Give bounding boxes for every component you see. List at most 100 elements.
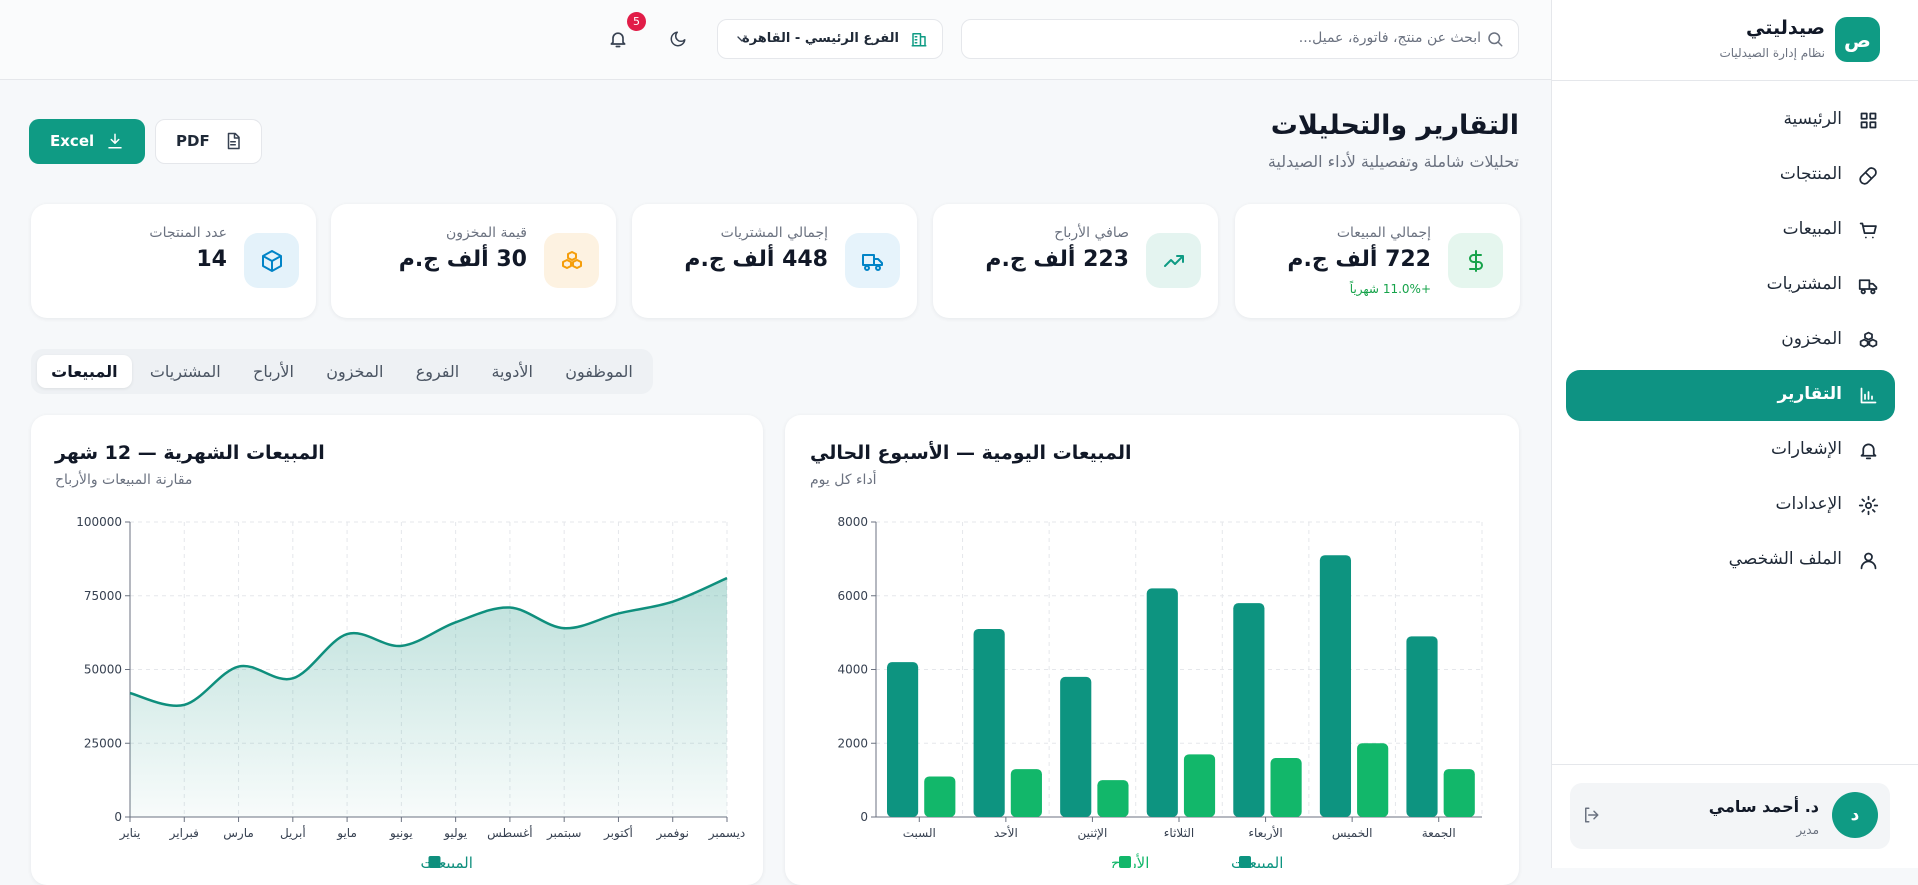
tab[interactable]: المبيعات (37, 355, 132, 388)
kpi-value: 30 ألف ج.م (398, 247, 527, 272)
icon-shape (861, 253, 883, 271)
nav-item[interactable]: الملف الشخصي (1728, 549, 1842, 569)
logout-button[interactable] (1582, 806, 1600, 824)
nav-icon (1860, 443, 1876, 459)
branch-select[interactable] (717, 19, 943, 59)
logo[interactable]: ص (1835, 17, 1880, 62)
nav-item[interactable]: المشتريات (1766, 274, 1842, 294)
nav-icon (1860, 387, 1876, 403)
nav-icon (1859, 331, 1877, 347)
kpi-label: إجمالي المبيعات (1336, 225, 1431, 241)
notification-badge: 5 (627, 12, 646, 31)
icon-shape (1860, 112, 1876, 128)
nav-icon (1858, 495, 1878, 515)
kpi-label: قيمة المخزون (445, 225, 527, 241)
search-box[interactable] (961, 19, 1519, 59)
user-name: د. أحمد سامي (1708, 797, 1819, 816)
icon-shape (1860, 443, 1876, 459)
chart-subtitle: أداء كل يوم (810, 472, 877, 488)
kpi-change: +11.0% شهرياً (1349, 282, 1431, 296)
search-placeholder: ابحث عن منتج، فاتورة، عميل... (1298, 30, 1481, 46)
icon-shape (911, 33, 927, 47)
icon-shape (610, 32, 626, 48)
nav-icon (1859, 222, 1877, 238)
nav-active-bg[interactable] (1566, 370, 1895, 421)
notifications-button[interactable] (608, 29, 628, 49)
icon-shape (1468, 249, 1483, 272)
excel-button[interactable] (29, 119, 145, 164)
divider (1551, 764, 1918, 765)
nav-icon (1858, 278, 1877, 294)
kpi-label: إجمالي المشتريات (720, 225, 828, 241)
icon-shape (227, 132, 240, 150)
branch-icon (911, 33, 927, 47)
pdf-button[interactable] (155, 119, 262, 164)
user-role: مدير (1796, 823, 1819, 837)
tab[interactable]: الأدوية (491, 362, 533, 381)
nav-icon (1860, 112, 1876, 128)
icon-shape (1860, 552, 1876, 569)
tab[interactable]: المشتريات (149, 362, 221, 381)
icon-shape (561, 250, 582, 269)
kpi-value: 448 ألف ج.م (684, 247, 828, 272)
kpi-icon (1163, 254, 1184, 267)
kpi-value: 223 ألف ج.م (985, 247, 1129, 272)
button-label: Excel (50, 132, 95, 150)
nav-item[interactable]: الإعدادات (1775, 494, 1842, 514)
chart-subtitle: مقارنة المبيعات والأرباح (55, 472, 193, 488)
search-icon (1488, 32, 1503, 47)
kpi-label: عدد المنتجات (149, 225, 227, 241)
chart-title: المبيعات اليومية — الأسبوع الحالي (810, 442, 1132, 464)
kpi-icon (1468, 249, 1483, 272)
nav-item[interactable]: الإشعارات (1771, 439, 1842, 459)
chart-card (785, 415, 1519, 885)
branch-label: الفرع الرئيسي - القاهرة (742, 31, 899, 46)
kpi-value: 14 (196, 247, 227, 272)
icon-shape (1585, 807, 1599, 823)
app-title: صيدليتي (1746, 17, 1825, 39)
nav-item[interactable]: الرئيسية (1783, 109, 1842, 129)
kpi-label: صافي الأرباح (1054, 225, 1129, 241)
tab[interactable]: الأرباح (253, 362, 294, 381)
nav-icon (1860, 552, 1876, 569)
download-icon (108, 133, 122, 149)
icon-shape (261, 249, 282, 272)
page-subtitle: تحليلات شاملة وتفصيلية لأداء الصيدلية (1267, 152, 1519, 171)
icon-shape (1858, 278, 1877, 294)
icon-shape (1858, 495, 1878, 515)
tab[interactable]: الموظفون (565, 362, 633, 381)
kpi-value: 722 ألف ج.م (1287, 247, 1431, 272)
tab[interactable]: الفروع (415, 362, 460, 381)
icon-shape (737, 36, 747, 42)
file-icon (227, 132, 240, 150)
kpi-icon-bg (1146, 233, 1201, 288)
icon-shape (1860, 387, 1876, 403)
app-subtitle: نظام إدارة الصيدليات (1719, 46, 1825, 60)
icon-shape (108, 133, 122, 149)
nav-item[interactable]: المخزون (1781, 329, 1842, 349)
icon-shape (1163, 254, 1184, 267)
icon-shape (670, 31, 686, 47)
theme-toggle[interactable] (669, 30, 687, 48)
tab[interactable]: المخزون (326, 362, 384, 381)
icon-shape (1859, 222, 1877, 238)
divider (1551, 80, 1918, 81)
kpi-icon (261, 249, 282, 272)
kpi-icon (861, 253, 883, 271)
user-avatar: د (1832, 792, 1878, 838)
tabs: الموظفون الأدوية الفروع المخزون الأرباح المشت… (31, 349, 653, 394)
page-title: التقارير والتحليلات (1270, 110, 1519, 141)
kpi-icon (561, 250, 582, 269)
icon-shape (1488, 32, 1503, 47)
button-label: PDF (176, 132, 210, 150)
nav-item[interactable]: المنتجات (1779, 164, 1842, 184)
icon-shape (1858, 166, 1877, 185)
icon-shape (1859, 331, 1877, 347)
chevron-icon (737, 36, 747, 42)
nav-item[interactable]: المبيعات (1782, 219, 1842, 239)
nav-item[interactable]: التقارير (1777, 384, 1842, 404)
chart-title: المبيعات الشهرية — 12 شهر (55, 442, 325, 464)
nav-icon (1858, 166, 1877, 185)
